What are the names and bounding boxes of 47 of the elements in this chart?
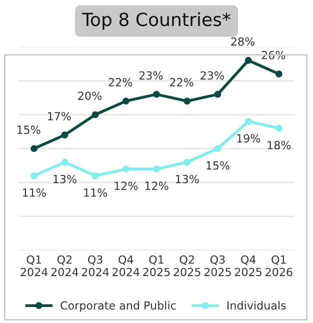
data-label: 23% — [200, 71, 224, 80]
data-label: 12% — [114, 182, 138, 190]
point — [30, 145, 38, 152]
data-label: 28% — [231, 37, 254, 46]
x-tick-label: Q1 2024 — [20, 255, 48, 276]
point — [122, 98, 130, 105]
point — [184, 98, 191, 105]
point — [184, 158, 191, 166]
x-tick-label: Q2 2025 — [174, 255, 200, 276]
data-label: 23% — [139, 71, 163, 80]
data-label: 22% — [108, 78, 132, 86]
x-tick-label: Q4 2024 — [112, 255, 140, 276]
data-label: 15% — [17, 126, 40, 134]
legend-label: Corporate and Public — [60, 301, 176, 312]
point — [244, 56, 252, 64]
point — [61, 158, 68, 166]
x-tick-label: Q3 2025 — [204, 255, 231, 276]
point — [61, 132, 68, 138]
data-label: 13% — [176, 174, 199, 184]
point — [214, 90, 222, 98]
point — [214, 145, 222, 152]
point — [153, 165, 160, 172]
x-tick-label: Q2 2024 — [51, 255, 78, 276]
legend-label: Individuals — [228, 301, 286, 310]
data-label: 17% — [48, 112, 71, 120]
x-tick-label: Q4 2025 — [234, 255, 262, 276]
data-label: 19% — [237, 134, 260, 143]
data-label: 11% — [84, 188, 108, 197]
point — [92, 111, 99, 118]
data-label: 12% — [145, 182, 168, 190]
data-label: 11% — [22, 188, 46, 197]
data-label: 13% — [54, 174, 76, 184]
x-tick-label: Q1 2026 — [266, 255, 292, 276]
chart-title: Top 8 Countries* — [82, 12, 230, 30]
x-tick-label: Q3 2024 — [82, 255, 109, 276]
point — [244, 118, 252, 125]
data-label: 22% — [170, 78, 194, 86]
point — [275, 70, 282, 78]
x-tick-label: Q1 2025 — [143, 255, 170, 276]
point — [275, 124, 282, 132]
data-label: 20% — [78, 92, 102, 100]
data-label: 15% — [206, 161, 230, 170]
point — [92, 172, 99, 180]
point — [153, 90, 160, 98]
point — [30, 172, 38, 180]
data-label: 18% — [268, 140, 291, 150]
point — [122, 165, 130, 172]
